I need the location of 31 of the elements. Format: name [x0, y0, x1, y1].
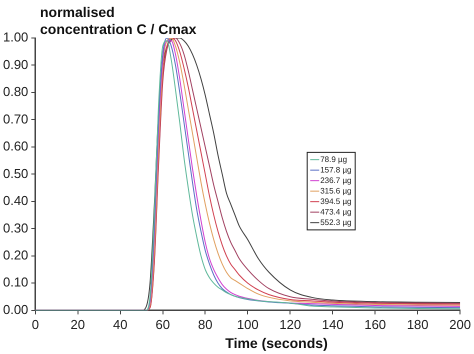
y-tick-label: 0.70 [2, 111, 28, 126]
y-tick-label: 0.60 [2, 138, 28, 154]
x-axis-title: Time (seconds) [225, 334, 328, 351]
y-axis-title: normalised concentration C / Cmax [40, 4, 197, 37]
x-tick-label: 160 [364, 316, 386, 332]
legend-label: 473.4 µg [320, 207, 352, 216]
y-tick-label: 0.20 [2, 248, 28, 262]
x-tick-label: 0 [32, 316, 39, 332]
x-tick-label: 180 [406, 316, 429, 332]
legend-label: 78.9 µg [320, 154, 348, 164]
x-tick-label: 200 [449, 316, 472, 332]
y-tick-label: 1.00 [2, 30, 28, 45]
y-tick-label: 0.40 [2, 193, 28, 208]
x-tick-label: 120 [279, 316, 302, 332]
y-tick-label: 0.80 [2, 84, 28, 100]
x-tick-label: 140 [322, 316, 344, 332]
legend-label: 394.5 µg [320, 196, 352, 206]
legend-label: 315.6 µg [320, 186, 352, 196]
x-tick-label: 80 [198, 316, 212, 332]
y-tick-label: 0.10 [2, 274, 28, 290]
x-tick-label: 20 [70, 316, 86, 332]
y-tick-label: 0.00 [2, 302, 28, 317]
legend-label: 157.8 µg [320, 165, 352, 174]
x-tick-label: 40 [113, 316, 128, 332]
y-tick-label: 0.30 [2, 220, 28, 236]
x-tick-label: 60 [156, 316, 170, 332]
legend-label: 236.7 µg [320, 176, 352, 185]
y-tick-label: 0.50 [2, 166, 28, 181]
y-tick-label: 0.90 [2, 56, 28, 72]
x-tick-label: 100 [236, 316, 259, 332]
legend-label: 552.3 µg [320, 218, 352, 227]
